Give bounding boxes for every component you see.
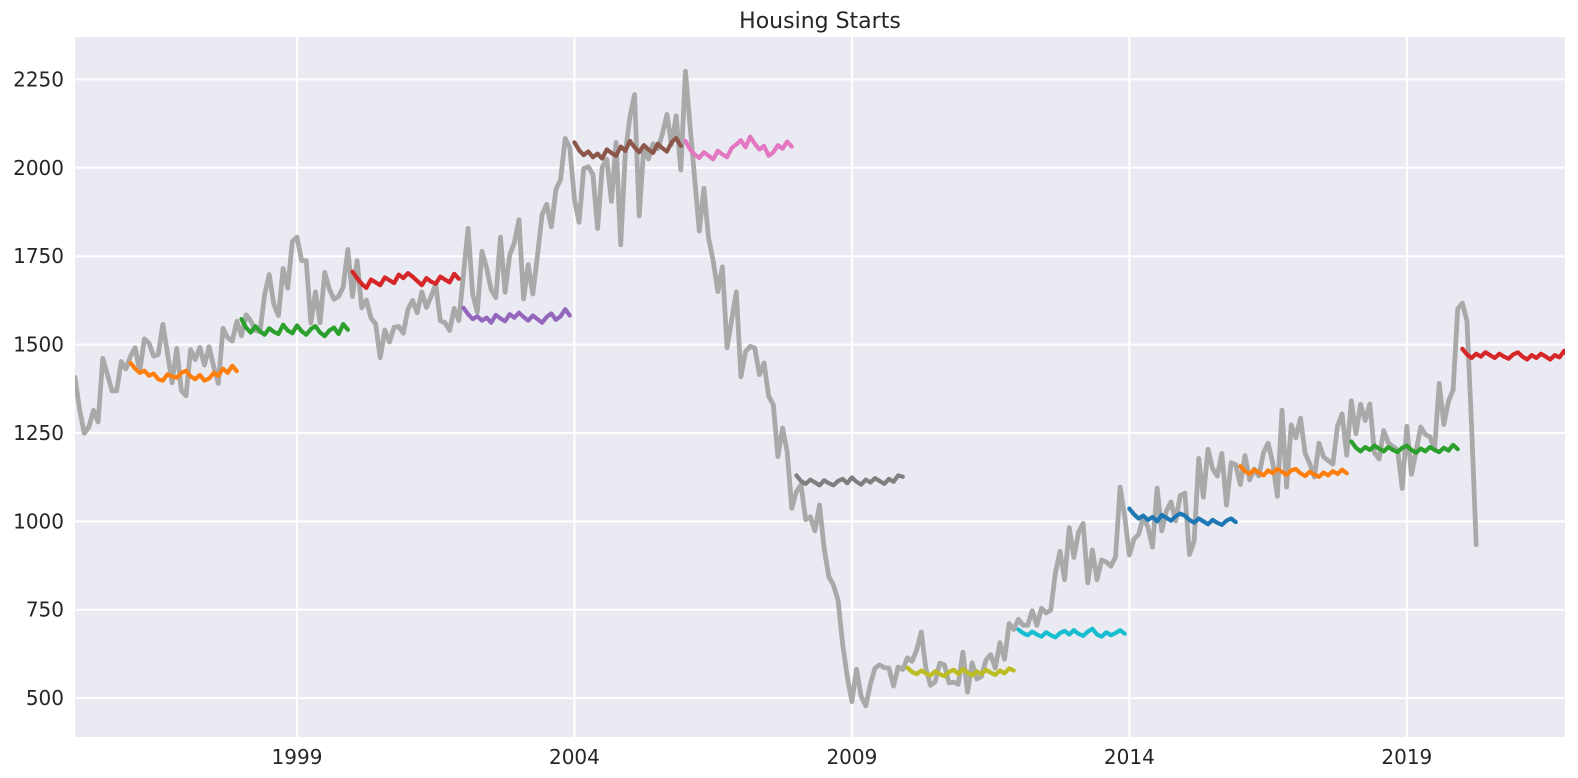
y-tick-label: 2250 [13, 67, 64, 91]
forecast-2002 [461, 305, 572, 325]
y-tick-label: 1500 [13, 333, 64, 357]
forecast-2004 [572, 136, 683, 161]
x-tick-label: 2004 [549, 745, 600, 769]
forecast-2014 [1127, 506, 1238, 527]
x-tick-label: 2009 [826, 745, 877, 769]
forecast-2000 [350, 269, 461, 291]
x-tick-label: 2014 [1104, 745, 1155, 769]
forecast-2010 [905, 665, 1016, 679]
forecast-2016 [1238, 464, 1349, 479]
plot-area [75, 37, 1565, 737]
y-tick-label: 750 [26, 598, 64, 622]
y-tick-label: 1000 [13, 509, 64, 533]
y-tick-label: 2000 [13, 156, 64, 180]
y-tick-label: 1750 [13, 244, 64, 268]
forecast-2018 [1349, 439, 1460, 455]
forecast-2008 [794, 473, 905, 488]
y-axis: 500 750 1000 1250 1500 1750 2000 2250 [13, 67, 64, 710]
forecast-1996 [128, 360, 239, 383]
y-tick-label: 500 [26, 686, 64, 710]
x-tick-label: 2019 [1381, 745, 1432, 769]
x-axis: 1999 2004 2009 2014 2019 [272, 745, 1433, 769]
y-tick-label: 1250 [13, 421, 64, 445]
chart-title: Housing Starts [739, 9, 901, 34]
forecast-2006 [683, 134, 794, 162]
forecast-2020 [1460, 346, 1565, 362]
forecast-1998 [239, 317, 350, 339]
forecast-2012 [1016, 626, 1127, 640]
series-group [75, 68, 1565, 709]
x-tick-label: 1999 [272, 745, 323, 769]
